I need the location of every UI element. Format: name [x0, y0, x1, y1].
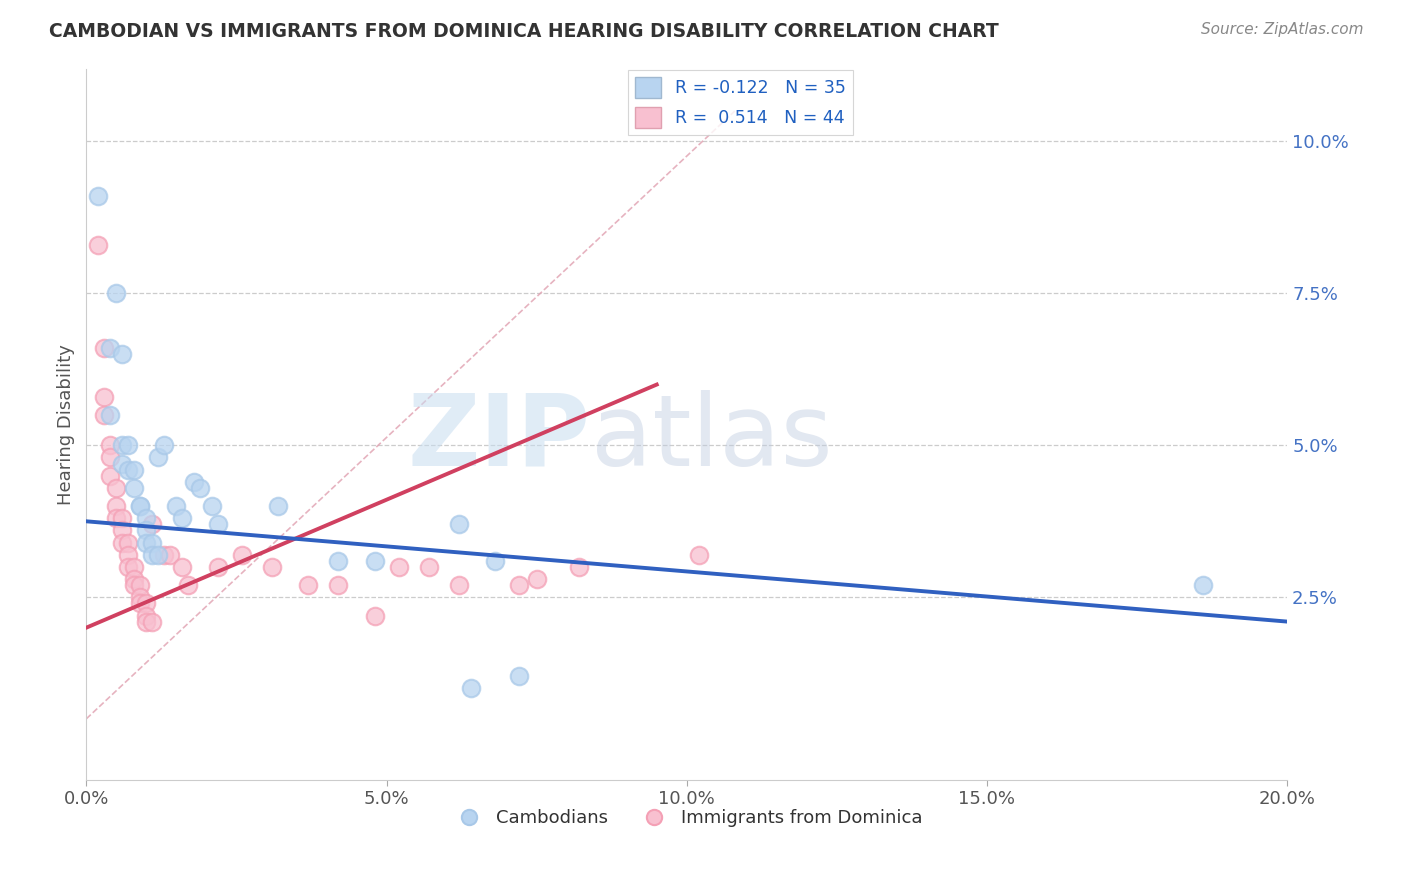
Point	[129, 499, 152, 513]
Point	[183, 475, 205, 489]
Point	[177, 578, 200, 592]
Point	[124, 481, 146, 495]
Text: CAMBODIAN VS IMMIGRANTS FROM DOMINICA HEARING DISABILITY CORRELATION CHART: CAMBODIAN VS IMMIGRANTS FROM DOMINICA HE…	[49, 22, 998, 41]
Y-axis label: Hearing Disability: Hearing Disability	[58, 343, 75, 505]
Point	[105, 511, 128, 525]
Point	[135, 535, 157, 549]
Point	[262, 560, 284, 574]
Point	[111, 438, 134, 452]
Legend: Cambodians, Immigrants from Dominica: Cambodians, Immigrants from Dominica	[444, 802, 929, 835]
Point	[688, 548, 710, 562]
Point	[93, 408, 115, 422]
Point	[172, 560, 194, 574]
Point	[207, 517, 229, 532]
Point	[124, 463, 146, 477]
Point	[87, 237, 110, 252]
Point	[129, 591, 152, 605]
Point	[111, 511, 134, 525]
Point	[141, 535, 163, 549]
Point	[98, 450, 121, 465]
Point	[111, 535, 134, 549]
Point	[105, 481, 128, 495]
Point	[141, 548, 163, 562]
Point	[159, 548, 181, 562]
Point	[363, 608, 385, 623]
Point	[165, 499, 187, 513]
Point	[508, 669, 530, 683]
Point	[508, 578, 530, 592]
Point	[172, 511, 194, 525]
Point	[328, 554, 350, 568]
Point	[153, 438, 176, 452]
Point	[568, 560, 591, 574]
Point	[201, 499, 224, 513]
Point	[98, 468, 121, 483]
Point	[117, 548, 139, 562]
Point	[328, 578, 350, 592]
Point	[105, 286, 128, 301]
Point	[98, 408, 121, 422]
Point	[87, 189, 110, 203]
Point	[141, 615, 163, 629]
Point	[105, 499, 128, 513]
Point	[231, 548, 253, 562]
Point	[124, 578, 146, 592]
Point	[297, 578, 319, 592]
Point	[129, 499, 152, 513]
Point	[98, 341, 121, 355]
Point	[129, 596, 152, 610]
Text: ZIP: ZIP	[408, 390, 591, 487]
Point	[111, 457, 134, 471]
Point	[447, 517, 470, 532]
Point	[117, 560, 139, 574]
Point	[363, 554, 385, 568]
Point	[93, 390, 115, 404]
Point	[387, 560, 409, 574]
Point	[1192, 578, 1215, 592]
Text: atlas: atlas	[591, 390, 832, 487]
Point	[418, 560, 440, 574]
Point	[141, 517, 163, 532]
Point	[111, 347, 134, 361]
Point	[484, 554, 506, 568]
Point	[98, 438, 121, 452]
Point	[129, 578, 152, 592]
Point	[124, 560, 146, 574]
Point	[148, 450, 170, 465]
Point	[267, 499, 290, 513]
Point	[153, 548, 176, 562]
Point	[207, 560, 229, 574]
Point	[526, 572, 548, 586]
Point	[117, 438, 139, 452]
Point	[135, 511, 157, 525]
Point	[135, 608, 157, 623]
Point	[124, 572, 146, 586]
Point	[135, 524, 157, 538]
Point	[117, 463, 139, 477]
Point	[190, 481, 212, 495]
Point	[111, 524, 134, 538]
Point	[148, 548, 170, 562]
Point	[447, 578, 470, 592]
Point	[135, 615, 157, 629]
Point	[117, 535, 139, 549]
Text: Source: ZipAtlas.com: Source: ZipAtlas.com	[1201, 22, 1364, 37]
Point	[460, 681, 482, 696]
Point	[93, 341, 115, 355]
Point	[135, 596, 157, 610]
